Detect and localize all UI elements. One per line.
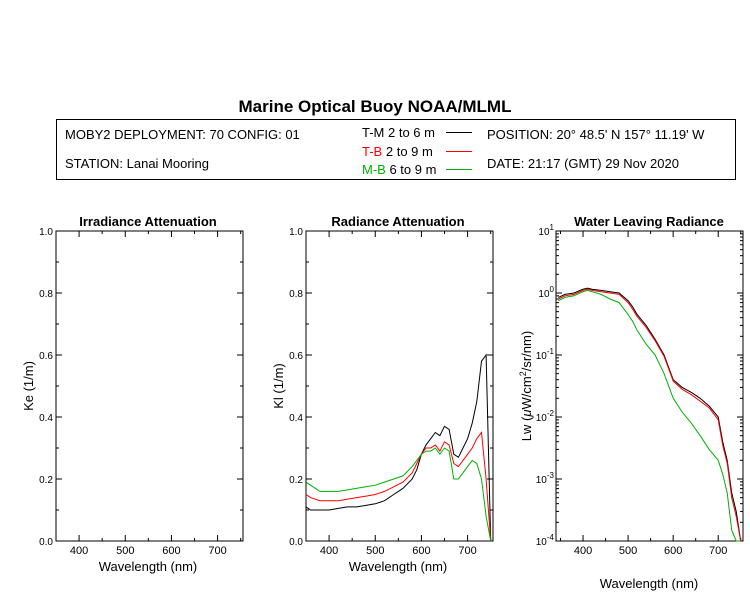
legend-range: 2 to 9 m	[385, 144, 433, 159]
y-tick-label: 0.6	[39, 351, 53, 362]
y-ticks: 0.0 0.2 0.4 0.6 0.8 1.0	[39, 227, 243, 548]
y-tick-label: 100	[538, 285, 554, 300]
legend-line-tm	[446, 132, 472, 133]
legend-code: T-B	[362, 144, 383, 159]
y-axis-label-part: 2	[518, 371, 528, 376]
series-line-1	[305, 431, 492, 542]
legend-entry-tb: T-B 2 to 9 m	[362, 144, 433, 159]
x-tick-label: 700	[208, 545, 226, 557]
x-tick-label: 500	[366, 545, 384, 557]
x-tick-label: 500	[619, 545, 637, 557]
y-tick-base: 10	[536, 475, 548, 486]
legend-line-mb	[446, 169, 472, 170]
series-line-0	[305, 353, 492, 542]
y-tick-label: 0.6	[289, 351, 303, 362]
x-tick-label: 600	[664, 545, 682, 557]
deployment-text: MOBY2 DEPLOYMENT: 70 CONFIG: 01	[65, 127, 300, 142]
y-axis-label-part: /sr/nm)	[519, 331, 534, 371]
y-tick-label: 1.0	[39, 227, 53, 238]
legend-range: 2 to 6 m	[388, 125, 435, 140]
y-axis-label: Ke (1/m)	[21, 361, 36, 411]
series-group	[305, 353, 492, 542]
y-tick-label: 0.0	[289, 537, 303, 548]
x-tick-label: 500	[116, 545, 134, 557]
y-tick-label: 10-2	[536, 409, 555, 424]
y-tick-exp: -1	[547, 347, 555, 356]
series-line-1	[558, 288, 742, 542]
y-tick-base: 10	[538, 289, 550, 300]
y-tick-label: 10-3	[536, 471, 555, 486]
x-axis-label: Wavelength (nm)	[600, 576, 699, 591]
legend-code: T-M	[362, 125, 385, 140]
series-line-2	[305, 447, 492, 542]
x-ticks: 400 500 600 700	[55, 231, 242, 557]
x-axis-label: Wavelength (nm)	[349, 559, 448, 574]
y-tick-exp: 0	[550, 285, 555, 294]
y-tick-exp: -3	[547, 471, 555, 480]
y-tick-label: 101	[538, 223, 554, 238]
date-text: DATE: 21:17 (GMT) 29 Nov 2020	[487, 156, 679, 171]
y-axis-label-part: Lw (	[519, 416, 534, 441]
plot-frame	[555, 230, 744, 542]
x-tick-label: 600	[412, 545, 430, 557]
y-axis-label: Kl (1/m)	[271, 363, 286, 409]
y-tick-exp: 1	[550, 223, 555, 232]
series-group	[558, 287, 742, 542]
y-tick-label: 0.4	[289, 413, 303, 424]
x-tick-label: 600	[162, 545, 180, 557]
chart-radiance-attenuation: Radiance Attenuation 0.00.20.40.60.81.0 …	[271, 214, 494, 574]
x-ticks: 400 500 600 700	[560, 231, 742, 557]
y-tick-label: 0.0	[39, 537, 53, 548]
y-ticks: 0.0 0.2 0.4 0.6 0.8 1.0	[289, 227, 493, 548]
page-title: Marine Optical Buoy NOAA/MLML	[238, 97, 512, 116]
y-tick-label: 0.8	[39, 289, 53, 300]
y-tick-exp: -4	[547, 533, 555, 542]
y-axis-label-part: W/cm	[519, 376, 534, 409]
x-axis-label: Wavelength (nm)	[99, 559, 198, 574]
y-tick-label: 0.2	[289, 475, 303, 486]
legend-entry-tm: T-M 2 to 6 m	[362, 125, 435, 140]
y-tick-base: 10	[536, 537, 548, 548]
legend-line-tb	[446, 151, 472, 152]
chart-title: Water Leaving Radiance	[574, 214, 724, 229]
y-axis-label-part: μ	[519, 410, 534, 418]
x-tick-label: 400	[320, 545, 338, 557]
y-tick-exp: -2	[547, 409, 555, 418]
chart-water-leaving-radiance: Water Leaving Radiance 10110010-110-210-…	[518, 214, 744, 591]
x-ticks: 400 500 600 700	[305, 231, 492, 557]
y-tick-base: 10	[536, 413, 548, 424]
y-tick-label: 0.8	[289, 289, 303, 300]
x-tick-label: 700	[709, 545, 727, 557]
y-tick-label: 0.2	[39, 475, 53, 486]
legend-range: 6 to 9 m	[389, 162, 437, 177]
plot-frame	[55, 230, 244, 542]
station-text: STATION: Lanai Mooring	[65, 156, 210, 171]
series-line-0	[558, 287, 742, 542]
legend-code: M-B	[362, 162, 386, 177]
x-tick-label: 400	[574, 545, 592, 557]
y-tick-label: 1.0	[289, 227, 303, 238]
chart-title: Radiance Attenuation	[331, 214, 464, 229]
y-tick-label: 10-4	[536, 533, 555, 548]
y-tick-label: 0.4	[39, 413, 53, 424]
y-tick-base: 10	[536, 351, 548, 362]
chart-irradiance-attenuation: Irradiance Attenuation 0.0 0.2 0.4 0.6 0.8 1.…	[21, 214, 244, 574]
y-tick-label: 10-1	[536, 347, 555, 362]
x-tick-label: 700	[458, 545, 476, 557]
y-tick-base: 10	[538, 227, 550, 238]
position-text: POSITION: 20° 48.5' N 157° 11.19' W	[487, 127, 705, 142]
legend-entry-mb: M-B 6 to 9 m	[362, 162, 436, 177]
chart-title: Irradiance Attenuation	[79, 214, 217, 229]
series-line-2	[558, 289, 741, 542]
x-tick-label: 400	[70, 545, 88, 557]
y-axis-label: Lw (μW/cm2/sr/nm)	[518, 331, 534, 441]
plot-frame	[305, 230, 494, 542]
info-box: MOBY2 DEPLOYMENT: 70 CONFIG: 01 STATION:…	[56, 119, 736, 180]
